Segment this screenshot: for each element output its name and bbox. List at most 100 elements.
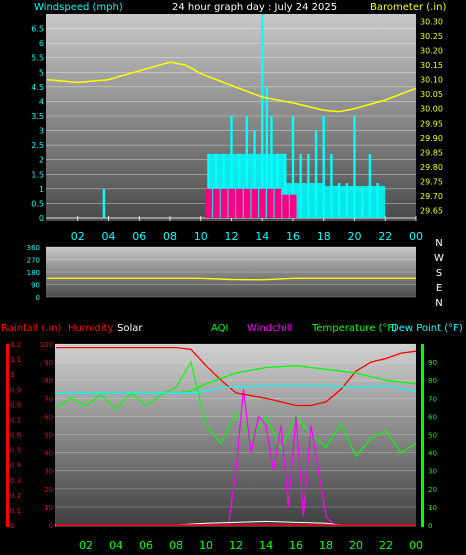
compass-label: N	[435, 298, 442, 309]
windspeed-tick: 0.5	[31, 199, 44, 208]
direction-tick: 270	[27, 257, 40, 265]
barometer-tick: 29.80	[420, 163, 443, 172]
humidity-line	[56, 346, 417, 407]
gust-bar	[314, 130, 318, 218]
rainfall-tick: 0.2	[10, 492, 21, 500]
dewpoint-label: Dew Point (°F)	[391, 323, 463, 334]
rainfall-tick: 0.7	[10, 416, 21, 424]
humidity-tick: 90	[44, 359, 53, 367]
humidity-tick: 40	[44, 450, 53, 458]
temperature-label: Temperature (°F)	[311, 323, 397, 334]
gust-bar	[322, 116, 325, 218]
aqi-line	[55, 360, 417, 458]
windspeed-tick: 1.5	[31, 170, 44, 179]
rainfall-tick: 0.1	[10, 507, 21, 515]
direction-tick: 180	[27, 269, 40, 277]
rainfall-tick: 0.8	[10, 401, 21, 409]
graph-title: 24 hour graph day : July 24 2025	[172, 2, 337, 13]
gust-bar	[261, 14, 264, 218]
barometer-tick: 30.15	[420, 61, 443, 70]
x-tick-label: 12	[229, 539, 243, 552]
humidity-tick: 10	[44, 504, 53, 512]
rainfall-tick: 0.3	[10, 477, 21, 485]
temperature-tick: 20	[428, 486, 437, 494]
barometer-tick: 29.90	[420, 134, 443, 143]
rainfall-tick: 0.5	[10, 447, 21, 455]
humidity-label: Humidity	[68, 323, 113, 334]
x-tick-label: 04	[109, 539, 123, 552]
x-tick-label: 06	[132, 230, 146, 243]
x-tick-label: 14	[259, 539, 273, 552]
x-tick-label: 18	[319, 539, 333, 552]
rainfall-axis-bar	[6, 344, 9, 527]
x-tick-label: 14	[255, 230, 269, 243]
barometer-tick: 29.70	[420, 192, 443, 201]
x-tick-label: 00	[409, 539, 423, 552]
rainfall-label: Rainfall (.in)	[1, 323, 62, 334]
temperature-tick: 90	[428, 359, 437, 367]
barometer-line	[46, 61, 417, 113]
barometer-tick: 30.05	[420, 90, 443, 99]
aqi-label: AQI	[211, 323, 229, 334]
temp-panel-bg	[55, 344, 416, 527]
x-tick-label: 12	[225, 230, 239, 243]
gust-bar	[323, 185, 386, 218]
direction-tick: 90	[31, 282, 40, 290]
gust-bar	[353, 116, 356, 218]
windchill-line	[56, 389, 416, 526]
windspeed-tick: 0	[39, 214, 44, 223]
rainfall-tick: 0.6	[10, 432, 22, 440]
direction-tick: 360	[27, 244, 40, 252]
wind-bar	[220, 188, 228, 218]
temperature-tick: 70	[428, 395, 437, 403]
humidity-tick: 0	[49, 522, 53, 530]
direction-line	[47, 277, 416, 281]
barometer-tick: 29.95	[420, 119, 443, 128]
gust-bar	[265, 86, 269, 218]
x-tick-label: 20	[348, 230, 362, 243]
wind-bar	[290, 194, 297, 218]
windspeed-tick: 5	[39, 68, 44, 77]
windspeed-tick: 6.5	[31, 25, 44, 34]
wind-bar	[274, 188, 282, 218]
barometer-tick: 30.10	[420, 76, 443, 85]
windspeed-tick: 4.5	[31, 83, 44, 92]
windspeed-tick: 5.5	[31, 54, 44, 63]
wind-bar	[243, 188, 251, 218]
windspeed-tick: 4	[39, 97, 44, 106]
humidity-tick: 20	[44, 486, 53, 494]
rainfall-tick: 1.1	[10, 356, 21, 364]
wind-bar	[228, 188, 235, 218]
x-tick-label: 10	[194, 230, 208, 243]
temperature-tick: 40	[428, 450, 437, 458]
compass-label: W	[434, 253, 444, 264]
temperature-tick: 60	[428, 413, 437, 421]
x-tick-label: 22	[379, 539, 393, 552]
wind-bar	[251, 188, 259, 218]
wind-bar	[236, 188, 243, 218]
barometer-tick: 30.00	[420, 105, 443, 114]
wind-bar	[205, 188, 212, 218]
barometer-tick: 30.30	[420, 17, 443, 26]
temperature-tick: 0	[428, 522, 432, 530]
rainfall-tick: 0.9	[10, 386, 21, 394]
x-tick-label: 18	[317, 230, 331, 243]
windspeed-tick: 3.5	[31, 112, 44, 121]
windspeed-tick: 3	[39, 127, 44, 136]
rainfall-tick: 1.2	[10, 341, 21, 349]
humidity-tick: 80	[44, 377, 53, 385]
wind-panel-grid	[46, 28, 417, 221]
temperature-tick: 50	[428, 432, 437, 440]
humidity-tick: 60	[44, 413, 53, 421]
rainfall-tick: 1	[10, 371, 14, 379]
temperature-axis-bar	[421, 344, 424, 527]
barometer-tick: 29.75	[420, 178, 443, 187]
x-tick-label: 16	[289, 539, 303, 552]
windspeed-title: Windspeed (mph)	[34, 2, 123, 13]
x-tick-label: 02	[79, 539, 93, 552]
gust-bar	[291, 116, 295, 218]
gust-bar	[102, 188, 106, 218]
windspeed-tick: 6	[39, 39, 44, 48]
temperature-tick: 30	[428, 468, 437, 476]
